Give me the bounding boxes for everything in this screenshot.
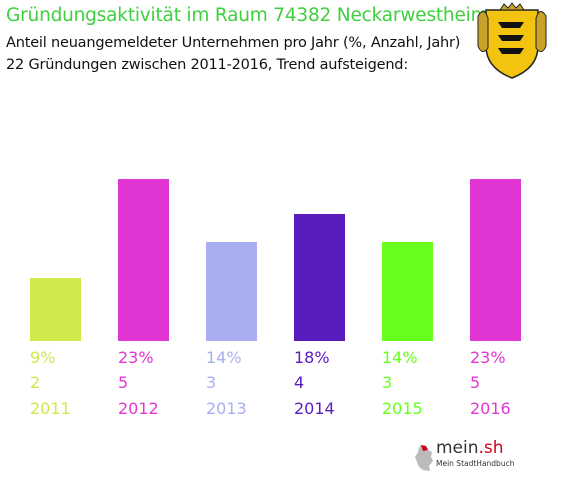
mein-sh-logo: mein.sh Mein StadtHandbuch (410, 438, 530, 476)
bar-count-label-2015: 3 (382, 373, 392, 392)
bar-2016 (470, 179, 521, 341)
bar-year-label-2014: 2014 (294, 399, 335, 418)
chart-title: Gründungsaktivität im Raum 74382 Neckarw… (6, 5, 489, 26)
bar-count-label-2016: 5 (470, 373, 480, 392)
logo-brand: mein (436, 438, 479, 458)
bar-count-label-2013: 3 (206, 373, 216, 392)
bar-year-label-2013: 2013 (206, 399, 247, 418)
germany-map-icon (415, 445, 433, 471)
bar-count-label-2011: 2 (30, 373, 40, 392)
bar-percent-label-2013: 14% (206, 348, 242, 367)
bar-2015 (382, 242, 433, 341)
logo-wordmark: mein.sh (436, 438, 504, 458)
bar-year-label-2011: 2011 (30, 399, 71, 418)
bar-count-label-2014: 4 (294, 373, 304, 392)
chart-subtitle-line-1: Anteil neuangemeldeter Unternehmen pro J… (6, 35, 461, 51)
logo-tagline: Mein StadtHandbuch (436, 459, 515, 468)
coat-of-arms-icon (477, 2, 547, 79)
bar-count-label-2012: 5 (118, 373, 128, 392)
bar-year-label-2012: 2012 (118, 399, 159, 418)
bar-percent-label-2016: 23% (470, 348, 506, 367)
bar-2014 (294, 214, 345, 341)
logo-tld: .sh (478, 438, 504, 458)
bar-percent-label-2012: 23% (118, 348, 154, 367)
bar-2013 (206, 242, 257, 341)
bar-2011 (30, 278, 81, 341)
bar-percent-label-2015: 14% (382, 348, 418, 367)
bar-year-label-2015: 2015 (382, 399, 423, 418)
bar-percent-label-2014: 18% (294, 348, 330, 367)
bar-2012 (118, 179, 169, 341)
bar-year-label-2016: 2016 (470, 399, 511, 418)
chart-subtitle-line-2: 22 Gründungen zwischen 2011-2016, Trend … (6, 57, 409, 73)
bar-percent-label-2011: 9% (30, 348, 55, 367)
